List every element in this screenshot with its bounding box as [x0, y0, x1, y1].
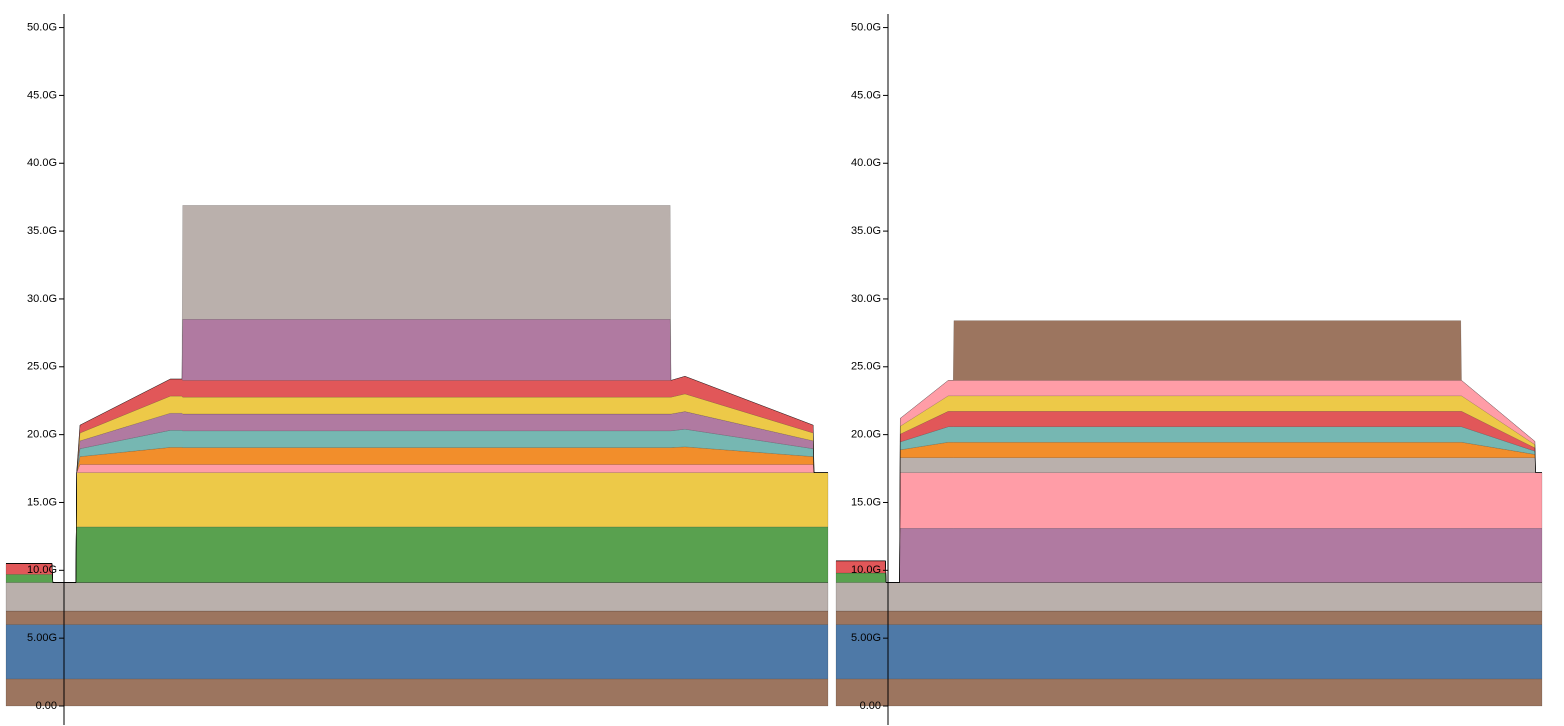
memory-band [5, 678, 829, 707]
memory-band [5, 624, 829, 680]
memory-band [836, 380, 1542, 583]
y-tick-label: 0.00 [36, 700, 57, 712]
memory-chart: 0.00 5.00G 10.0G 15.0G 20.0G 25.0G 30.0G 35.0G 4… [835, 14, 1543, 725]
y-tick-label: 20.0G [851, 429, 881, 441]
memory-band [6, 376, 828, 583]
y-tick-label: 30.0G [27, 293, 57, 305]
y-tick-label: 5.00G [851, 632, 881, 644]
y-tick-label: 45.0G [851, 89, 881, 101]
memory-band [835, 624, 1543, 680]
y-tick-label: 25.0G [851, 361, 881, 373]
y-tick-label: 10.0G [851, 564, 881, 576]
y-tick-label: 40.0G [27, 157, 57, 169]
y-tick-label: 15.0G [27, 496, 57, 508]
y-tick-label: 25.0G [27, 361, 57, 373]
memory-band [835, 610, 1543, 625]
memory-band [6, 526, 829, 583]
y-tick-label: 35.0G [27, 225, 57, 237]
y-tick-label: 45.0G [27, 89, 57, 101]
memory-band [836, 528, 1543, 583]
memory-band [6, 205, 828, 583]
y-tick-label: 5.00G [27, 632, 57, 644]
y-tick-label: 50.0G [851, 21, 881, 33]
y-tick-label: 0.00 [860, 700, 881, 712]
y-tick-label: 50.0G [27, 21, 57, 33]
y-tick-label: 35.0G [851, 225, 881, 237]
y-tick-label: 20.0G [27, 429, 57, 441]
y-tick-label: 15.0G [851, 496, 881, 508]
memory-band [835, 582, 1543, 612]
y-tick-label: 30.0G [851, 293, 881, 305]
memory-chart: 0.00 5.00G 10.0G 15.0G 20.0G 25.0G 30.0G 35.0G 4… [5, 14, 829, 725]
memory-band [5, 610, 829, 625]
y-tick-label: 40.0G [851, 157, 881, 169]
memory-band [836, 320, 1542, 583]
memory-band [5, 582, 829, 612]
memory-band [835, 678, 1543, 707]
y-tick-label: 10.0G [27, 564, 57, 576]
memory-band [6, 319, 828, 583]
